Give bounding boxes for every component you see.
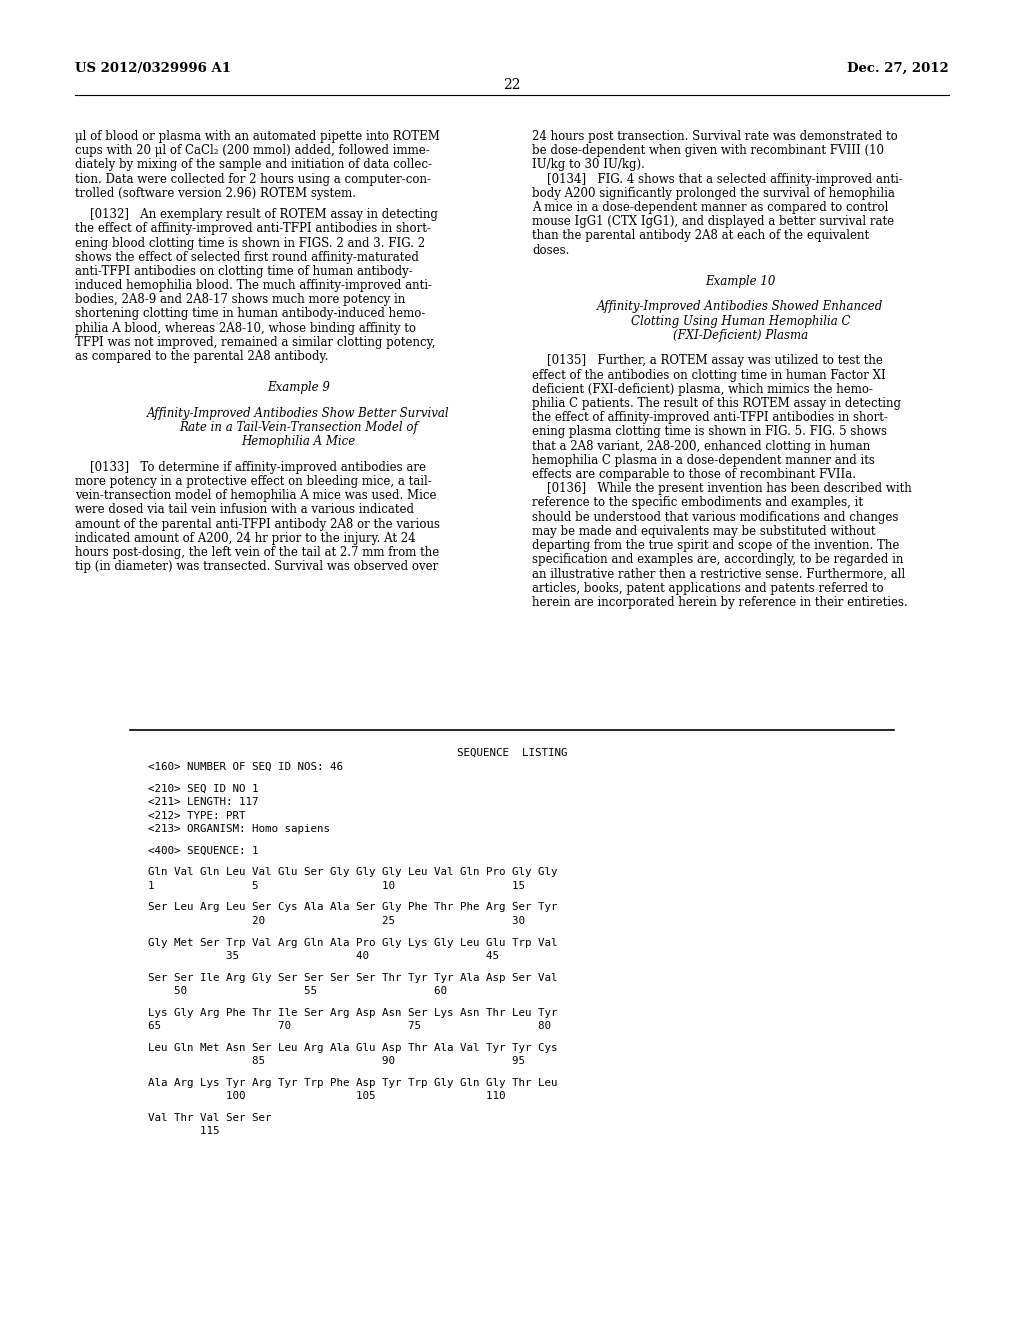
Text: 50                  55                  60: 50 55 60: [148, 986, 447, 997]
Text: reference to the specific embodiments and examples, it: reference to the specific embodiments an…: [532, 496, 863, 510]
Text: vein-transection model of hemophilia A mice was used. Mice: vein-transection model of hemophilia A m…: [75, 490, 436, 502]
Text: <211> LENGTH: 117: <211> LENGTH: 117: [148, 797, 258, 807]
Text: US 2012/0329996 A1: US 2012/0329996 A1: [75, 62, 231, 75]
Text: cups with 20 μl of CaCl₂ (200 mmol) added, followed imme-: cups with 20 μl of CaCl₂ (200 mmol) adde…: [75, 144, 430, 157]
Text: be dose-dependent when given with recombinant FVIII (10: be dose-dependent when given with recomb…: [532, 144, 884, 157]
Text: <213> ORGANISM: Homo sapiens: <213> ORGANISM: Homo sapiens: [148, 824, 330, 834]
Text: Ser Ser Ile Arg Gly Ser Ser Ser Ser Thr Tyr Tyr Ala Asp Ser Val: Ser Ser Ile Arg Gly Ser Ser Ser Ser Thr …: [148, 973, 557, 982]
Text: an illustrative rather then a restrictive sense. Furthermore, all: an illustrative rather then a restrictiv…: [532, 568, 905, 581]
Text: body A200 significantly prolonged the survival of hemophilia: body A200 significantly prolonged the su…: [532, 187, 895, 199]
Text: articles, books, patent applications and patents referred to: articles, books, patent applications and…: [532, 582, 884, 594]
Text: than the parental antibody 2A8 at each of the equivalent: than the parental antibody 2A8 at each o…: [532, 230, 869, 243]
Text: philia A blood, whereas 2A8-10, whose binding affinity to: philia A blood, whereas 2A8-10, whose bi…: [75, 322, 416, 335]
Text: effect of the antibodies on clotting time in human Factor XI: effect of the antibodies on clotting tim…: [532, 368, 886, 381]
Text: 100                 105                 110: 100 105 110: [148, 1092, 506, 1101]
Text: that a 2A8 variant, 2A8-200, enhanced clotting in human: that a 2A8 variant, 2A8-200, enhanced cl…: [532, 440, 870, 453]
Text: [0133]   To determine if affinity-improved antibodies are: [0133] To determine if affinity-improved…: [75, 461, 426, 474]
Text: Ala Arg Lys Tyr Arg Tyr Trp Phe Asp Tyr Trp Gly Gln Gly Thr Leu: Ala Arg Lys Tyr Arg Tyr Trp Phe Asp Tyr …: [148, 1078, 557, 1088]
Text: Hemophilia A Mice: Hemophilia A Mice: [242, 436, 355, 449]
Text: (FXI-Deficient) Plasma: (FXI-Deficient) Plasma: [673, 329, 808, 342]
Text: deficient (FXI-deficient) plasma, which mimics the hemo-: deficient (FXI-deficient) plasma, which …: [532, 383, 873, 396]
Text: hemophilia C plasma in a dose-dependent manner and its: hemophilia C plasma in a dose-dependent …: [532, 454, 874, 467]
Text: Leu Gln Met Asn Ser Leu Arg Ala Glu Asp Thr Ala Val Tyr Tyr Cys: Leu Gln Met Asn Ser Leu Arg Ala Glu Asp …: [148, 1043, 557, 1053]
Text: <400> SEQUENCE: 1: <400> SEQUENCE: 1: [148, 846, 258, 855]
Text: 65                  70                  75                  80: 65 70 75 80: [148, 1022, 551, 1031]
Text: doses.: doses.: [532, 244, 569, 256]
Text: ening blood clotting time is shown in FIGS. 2 and 3. FIG. 2: ening blood clotting time is shown in FI…: [75, 236, 425, 249]
Text: should be understood that various modifications and changes: should be understood that various modifi…: [532, 511, 898, 524]
Text: SEQUENCE  LISTING: SEQUENCE LISTING: [457, 748, 567, 758]
Text: Gln Val Gln Leu Val Glu Ser Gly Gly Gly Leu Val Gln Pro Gly Gly: Gln Val Gln Leu Val Glu Ser Gly Gly Gly …: [148, 867, 557, 878]
Text: 20                  25                  30: 20 25 30: [148, 916, 525, 925]
Text: hours post-dosing, the left vein of the tail at 2.7 mm from the: hours post-dosing, the left vein of the …: [75, 546, 439, 560]
Text: departing from the true spirit and scope of the invention. The: departing from the true spirit and scope…: [532, 539, 899, 552]
Text: 24 hours post transection. Survival rate was demonstrated to: 24 hours post transection. Survival rate…: [532, 129, 898, 143]
Text: were dosed via tail vein infusion with a various indicated: were dosed via tail vein infusion with a…: [75, 503, 414, 516]
Text: Dec. 27, 2012: Dec. 27, 2012: [847, 62, 949, 75]
Text: <160> NUMBER OF SEQ ID NOS: 46: <160> NUMBER OF SEQ ID NOS: 46: [148, 762, 343, 772]
Text: shows the effect of selected first round affinity-maturated: shows the effect of selected first round…: [75, 251, 419, 264]
Text: as compared to the parental 2A8 antibody.: as compared to the parental 2A8 antibody…: [75, 350, 329, 363]
Text: Val Thr Val Ser Ser: Val Thr Val Ser Ser: [148, 1113, 271, 1123]
Text: the effect of affinity-improved anti-TFPI antibodies in short-: the effect of affinity-improved anti-TFP…: [75, 222, 431, 235]
Text: Lys Gly Arg Phe Thr Ile Ser Arg Asp Asn Ser Lys Asn Thr Leu Tyr: Lys Gly Arg Phe Thr Ile Ser Arg Asp Asn …: [148, 1007, 557, 1018]
Text: Gly Met Ser Trp Val Arg Gln Ala Pro Gly Lys Gly Leu Glu Trp Val: Gly Met Ser Trp Val Arg Gln Ala Pro Gly …: [148, 937, 557, 948]
Text: Rate in a Tail-Vein-Transection Model of: Rate in a Tail-Vein-Transection Model of: [179, 421, 418, 434]
Text: bodies, 2A8-9 and 2A8-17 shows much more potency in: bodies, 2A8-9 and 2A8-17 shows much more…: [75, 293, 406, 306]
Text: may be made and equivalents may be substituted without: may be made and equivalents may be subst…: [532, 525, 876, 537]
Text: tip (in diameter) was transected. Survival was observed over: tip (in diameter) was transected. Surviv…: [75, 560, 438, 573]
Text: herein are incorporated herein by reference in their entireties.: herein are incorporated herein by refere…: [532, 595, 907, 609]
Text: trolled (software version 2.96) ROTEM system.: trolled (software version 2.96) ROTEM sy…: [75, 187, 356, 199]
Text: amount of the parental anti-TFPI antibody 2A8 or the various: amount of the parental anti-TFPI antibod…: [75, 517, 440, 531]
Text: 115: 115: [148, 1126, 219, 1137]
Text: more potency in a protective effect on bleeding mice, a tail-: more potency in a protective effect on b…: [75, 475, 432, 488]
Text: 35                  40                  45: 35 40 45: [148, 950, 499, 961]
Text: the effect of affinity-improved anti-TFPI antibodies in short-: the effect of affinity-improved anti-TFP…: [532, 411, 888, 424]
Text: A mice in a dose-dependent manner as compared to control: A mice in a dose-dependent manner as com…: [532, 201, 889, 214]
Text: <210> SEQ ID NO 1: <210> SEQ ID NO 1: [148, 784, 258, 793]
Text: diately by mixing of the sample and initiation of data collec-: diately by mixing of the sample and init…: [75, 158, 432, 172]
Text: Example 9: Example 9: [267, 381, 330, 395]
Text: specification and examples are, accordingly, to be regarded in: specification and examples are, accordin…: [532, 553, 903, 566]
Text: mouse IgG1 (CTX IgG1), and displayed a better survival rate: mouse IgG1 (CTX IgG1), and displayed a b…: [532, 215, 894, 228]
Text: Affinity-Improved Antibodies Show Better Survival: Affinity-Improved Antibodies Show Better…: [147, 407, 450, 420]
Text: anti-TFPI antibodies on clotting time of human antibody-: anti-TFPI antibodies on clotting time of…: [75, 265, 413, 279]
Text: 85                  90                  95: 85 90 95: [148, 1056, 525, 1067]
Text: TFPI was not improved, remained a similar clotting potency,: TFPI was not improved, remained a simila…: [75, 335, 435, 348]
Text: 22: 22: [503, 78, 521, 92]
Text: Clotting Using Human Hemophilia C: Clotting Using Human Hemophilia C: [631, 314, 850, 327]
Text: [0132]   An exemplary result of ROTEM assay in detecting: [0132] An exemplary result of ROTEM assa…: [75, 209, 438, 220]
Text: IU/kg to 30 IU/kg).: IU/kg to 30 IU/kg).: [532, 158, 645, 172]
Text: effects are comparable to those of recombinant FVIIa.: effects are comparable to those of recom…: [532, 469, 856, 480]
Text: ening plasma clotting time is shown in FIG. 5. FIG. 5 shows: ening plasma clotting time is shown in F…: [532, 425, 887, 438]
Text: indicated amount of A200, 24 hr prior to the injury. At 24: indicated amount of A200, 24 hr prior to…: [75, 532, 416, 545]
Text: 1               5                   10                  15: 1 5 10 15: [148, 880, 525, 891]
Text: philia C patients. The result of this ROTEM assay in detecting: philia C patients. The result of this RO…: [532, 397, 901, 411]
Text: Affinity-Improved Antibodies Showed Enhanced: Affinity-Improved Antibodies Showed Enha…: [597, 301, 884, 313]
Text: tion. Data were collected for 2 hours using a computer-con-: tion. Data were collected for 2 hours us…: [75, 173, 431, 186]
Text: [0134]   FIG. 4 shows that a selected affinity-improved anti-: [0134] FIG. 4 shows that a selected affi…: [532, 173, 903, 186]
Text: μl of blood or plasma with an automated pipette into ROTEM: μl of blood or plasma with an automated …: [75, 129, 440, 143]
Text: [0136]   While the present invention has been described with: [0136] While the present invention has b…: [532, 482, 911, 495]
Text: shortening clotting time in human antibody-induced hemo-: shortening clotting time in human antibo…: [75, 308, 425, 321]
Text: induced hemophilia blood. The much affinity-improved anti-: induced hemophilia blood. The much affin…: [75, 279, 432, 292]
Text: [0135]   Further, a ROTEM assay was utilized to test the: [0135] Further, a ROTEM assay was utiliz…: [532, 354, 883, 367]
Text: Example 10: Example 10: [706, 275, 776, 288]
Text: Ser Leu Arg Leu Ser Cys Ala Ala Ser Gly Phe Thr Phe Arg Ser Tyr: Ser Leu Arg Leu Ser Cys Ala Ala Ser Gly …: [148, 903, 557, 912]
Text: <212> TYPE: PRT: <212> TYPE: PRT: [148, 810, 246, 821]
